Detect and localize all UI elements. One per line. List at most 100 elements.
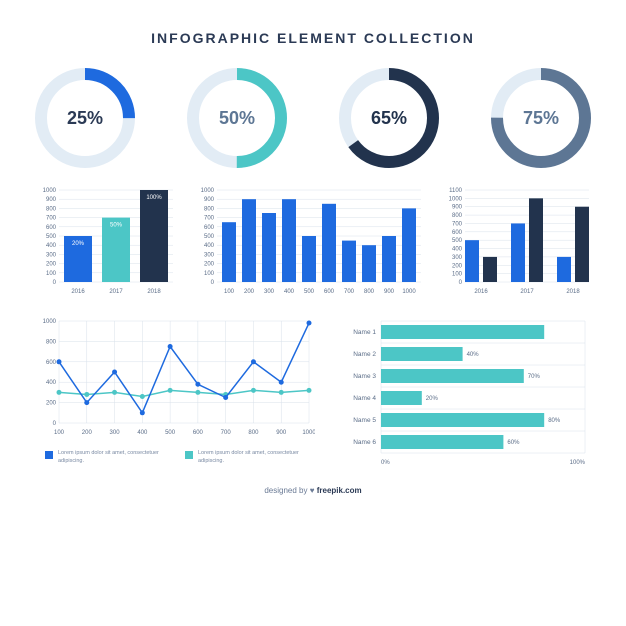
donut-3: 65% (339, 68, 439, 168)
bar-chart-3: 0100200300400500600700800900100011002016… (441, 186, 591, 301)
svg-text:200: 200 (46, 401, 57, 407)
svg-text:40%: 40% (467, 352, 480, 358)
svg-text:1000: 1000 (43, 188, 57, 194)
svg-text:800: 800 (248, 430, 259, 436)
legend-text: Lorem ipsum dolor sit amet, consectetuer… (198, 450, 305, 465)
svg-text:Name 4: Name 4 (353, 395, 376, 402)
svg-text:900: 900 (452, 205, 463, 211)
svg-text:0: 0 (53, 280, 57, 286)
page-title: INFOGRAPHIC ELEMENT COLLECTION (35, 30, 591, 46)
svg-text:300: 300 (110, 430, 121, 436)
svg-text:1000: 1000 (449, 196, 463, 202)
svg-text:800: 800 (364, 289, 375, 295)
svg-text:1000: 1000 (302, 430, 315, 436)
svg-text:500: 500 (46, 234, 57, 240)
svg-text:400: 400 (46, 380, 57, 386)
svg-text:80%: 80% (548, 418, 561, 424)
svg-text:400: 400 (137, 430, 148, 436)
svg-text:700: 700 (221, 430, 232, 436)
svg-text:600: 600 (204, 225, 215, 231)
svg-text:700: 700 (344, 289, 355, 295)
svg-text:200: 200 (204, 262, 215, 268)
svg-text:600: 600 (452, 230, 463, 236)
svg-text:1000: 1000 (43, 319, 57, 325)
svg-text:Name 6: Name 6 (353, 439, 376, 446)
svg-text:400: 400 (452, 247, 463, 253)
svg-text:100: 100 (224, 289, 235, 295)
footer-credit: designed by ♥ freepik.com (35, 486, 591, 495)
legend-swatch (45, 451, 53, 459)
svg-text:800: 800 (452, 213, 463, 219)
svg-text:400: 400 (46, 243, 57, 249)
svg-text:500: 500 (165, 430, 176, 436)
heart-icon: ♥ (310, 486, 315, 495)
svg-text:600: 600 (46, 360, 57, 366)
svg-text:700: 700 (204, 216, 215, 222)
donut-label: 75% (491, 68, 591, 168)
svg-text:700: 700 (452, 221, 463, 227)
svg-text:0: 0 (459, 280, 463, 286)
svg-text:50%: 50% (110, 223, 123, 229)
line-legend: Lorem ipsum dolor sit amet, consectetuer… (35, 450, 315, 465)
bar-charts-row: 0100200300400500600700800900100020%20165… (35, 186, 591, 301)
bottom-row: 0 200 400 600 800 1000 100 200 300 400 500 600 700 80… (35, 317, 591, 472)
svg-text:300: 300 (46, 252, 57, 258)
svg-text:Name 1: Name 1 (353, 329, 376, 336)
svg-text:1000: 1000 (402, 289, 416, 295)
svg-text:200: 200 (82, 430, 93, 436)
svg-text:100: 100 (46, 271, 57, 277)
svg-text:2018: 2018 (147, 289, 161, 295)
legend-text: Lorem ipsum dolor sit amet, consectetuer… (58, 450, 165, 465)
svg-text:60%: 60% (507, 440, 520, 446)
svg-text:500: 500 (304, 289, 315, 295)
svg-text:600: 600 (324, 289, 335, 295)
svg-text:900: 900 (384, 289, 395, 295)
svg-text:400: 400 (284, 289, 295, 295)
svg-text:600: 600 (193, 430, 204, 436)
svg-text:100%: 100% (570, 460, 586, 466)
svg-text:800: 800 (46, 206, 57, 212)
svg-text:100: 100 (452, 272, 463, 278)
svg-text:600: 600 (46, 225, 57, 231)
donut-2: 50% (187, 68, 287, 168)
svg-text:2016: 2016 (474, 289, 488, 295)
svg-text:500: 500 (204, 234, 215, 240)
svg-text:1000: 1000 (201, 188, 215, 194)
donut-label: 50% (187, 68, 287, 168)
svg-text:900: 900 (204, 197, 215, 203)
donut-row: 25% 50% 65% 75% (35, 68, 591, 168)
svg-text:1100: 1100 (449, 188, 463, 194)
hbar-chart: 0%100%Name 1Name 240%Name 370%Name 420%N… (341, 317, 591, 472)
svg-text:800: 800 (204, 206, 215, 212)
svg-text:300: 300 (264, 289, 275, 295)
donut-label: 65% (339, 68, 439, 168)
donut-label: 25% (35, 68, 135, 168)
legend-item-2: Lorem ipsum dolor sit amet, consectetuer… (185, 450, 305, 465)
bar-chart-1: 0 100 200 300 400 500 600 700 800 900 1000 20% 2016 5… (35, 186, 175, 301)
footer-brand: freepik.com (317, 486, 362, 495)
svg-text:0: 0 (211, 280, 215, 286)
svg-text:200: 200 (46, 262, 57, 268)
svg-text:Name 2: Name 2 (353, 351, 376, 358)
svg-text:0: 0 (53, 421, 57, 427)
footer-prefix: designed by (264, 486, 309, 495)
svg-text:100: 100 (54, 430, 65, 436)
svg-text:Name 5: Name 5 (353, 417, 376, 424)
svg-text:900: 900 (46, 197, 57, 203)
svg-text:Name 3: Name 3 (353, 373, 376, 380)
svg-text:0%: 0% (381, 460, 390, 466)
svg-text:800: 800 (46, 339, 57, 345)
svg-text:2016: 2016 (71, 289, 85, 295)
svg-text:20%: 20% (426, 396, 439, 402)
bar-chart-2: 0100200300400500600700800900100010020030… (193, 186, 423, 301)
svg-text:500: 500 (452, 238, 463, 244)
svg-text:200: 200 (244, 289, 255, 295)
legend-swatch (185, 451, 193, 459)
svg-text:300: 300 (204, 252, 215, 258)
svg-text:20%: 20% (72, 241, 85, 247)
svg-text:400: 400 (204, 243, 215, 249)
svg-text:700: 700 (46, 216, 57, 222)
legend-item-1: Lorem ipsum dolor sit amet, consectetuer… (45, 450, 165, 465)
svg-text:100%: 100% (146, 195, 162, 201)
svg-text:2017: 2017 (109, 289, 123, 295)
